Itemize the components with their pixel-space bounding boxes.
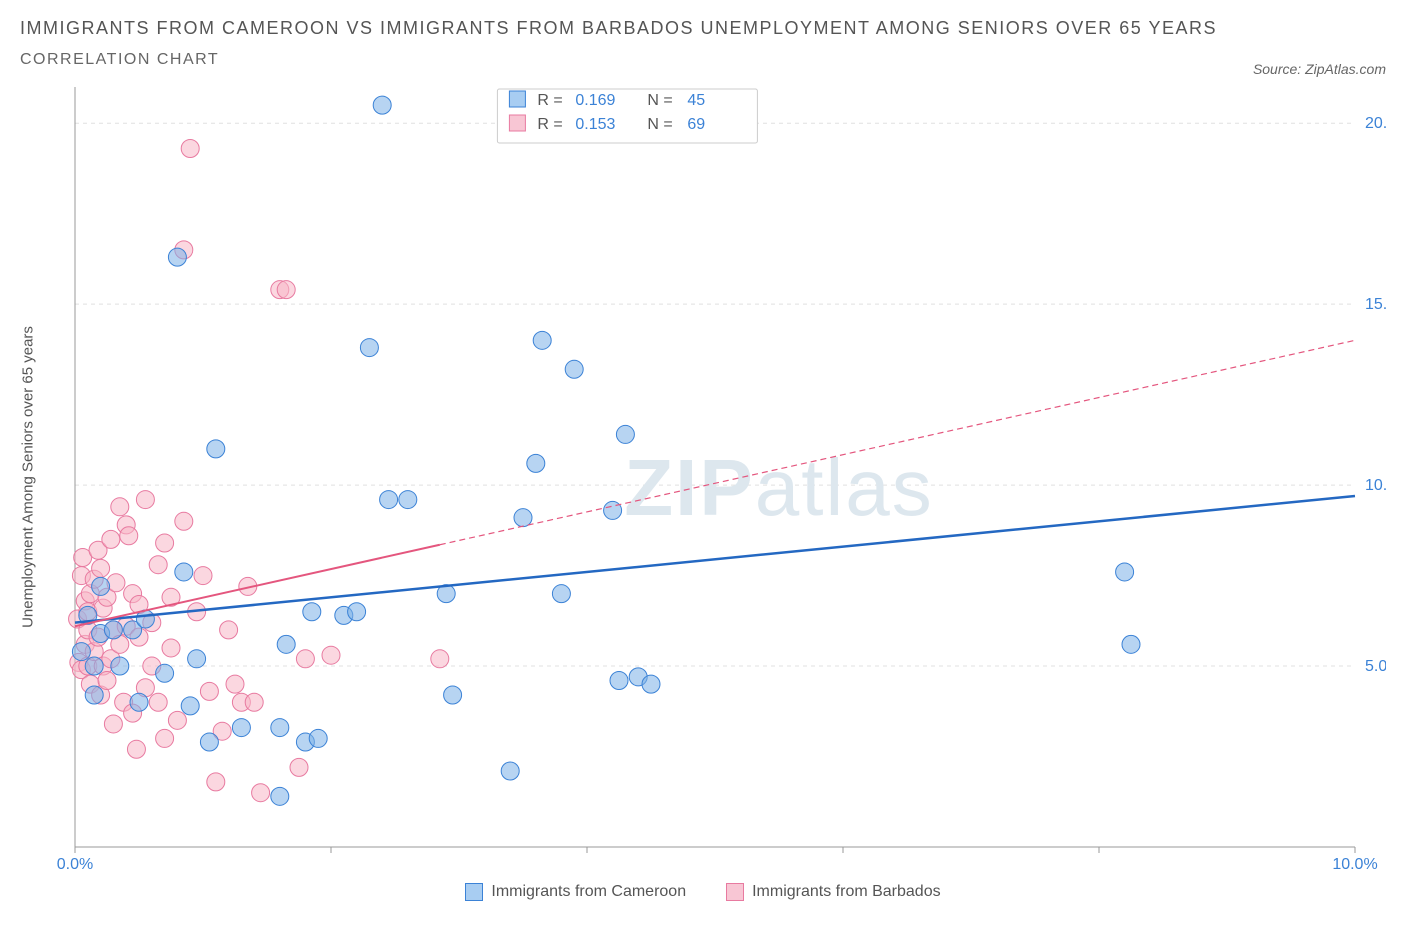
data-point <box>98 672 116 690</box>
data-point <box>92 559 110 577</box>
data-point <box>85 657 103 675</box>
legend-swatch-pink <box>726 883 744 901</box>
data-point <box>136 491 154 509</box>
data-point <box>200 733 218 751</box>
data-point <box>348 603 366 621</box>
data-point <box>120 527 138 545</box>
y-axis-label: Unemployment Among Seniors over 65 years <box>20 326 37 628</box>
legend-swatch-blue <box>465 883 483 901</box>
y-tick-label: 10.0% <box>1365 477 1386 494</box>
y-tick-label: 15.0% <box>1365 296 1386 313</box>
data-point <box>552 585 570 603</box>
data-point <box>290 758 308 776</box>
data-point <box>616 425 634 443</box>
data-point <box>207 440 225 458</box>
data-point <box>1122 635 1140 653</box>
data-point <box>527 454 545 472</box>
data-point <box>149 556 167 574</box>
data-point <box>181 140 199 158</box>
data-point <box>156 729 174 747</box>
data-point <box>277 635 295 653</box>
data-point <box>102 530 120 548</box>
data-point <box>72 643 90 661</box>
data-point <box>111 657 129 675</box>
data-point <box>565 360 583 378</box>
data-point <box>514 509 532 527</box>
data-point <box>642 675 660 693</box>
data-point <box>194 567 212 585</box>
legend-n-label: N = <box>647 92 672 109</box>
legend-label-cameroon: Immigrants from Cameroon <box>491 883 686 901</box>
data-point <box>156 534 174 552</box>
legend-item-barbados: Immigrants from Barbados <box>726 883 941 901</box>
data-point <box>130 693 148 711</box>
bottom-legend: Immigrants from Cameroon Immigrants from… <box>0 877 1406 901</box>
data-point <box>604 501 622 519</box>
data-point <box>373 96 391 114</box>
data-point <box>271 719 289 737</box>
legend-label-barbados: Immigrants from Barbados <box>752 883 941 901</box>
data-point <box>104 715 122 733</box>
data-point <box>1116 563 1134 581</box>
data-point <box>226 675 244 693</box>
data-point <box>92 577 110 595</box>
legend-r-value: 0.169 <box>575 92 615 109</box>
data-point <box>104 621 122 639</box>
data-point <box>175 563 193 581</box>
data-point <box>360 339 378 357</box>
data-point <box>188 650 206 668</box>
data-point <box>610 672 628 690</box>
data-point <box>156 664 174 682</box>
x-tick-label: 10.0% <box>1332 856 1377 873</box>
page-title: IMMIGRANTS FROM CAMEROON VS IMMIGRANTS F… <box>20 18 1217 39</box>
legend-r-label: R = <box>537 116 562 133</box>
stats-legend <box>497 89 757 143</box>
data-point <box>168 248 186 266</box>
y-tick-label: 5.0% <box>1365 658 1386 675</box>
legend-swatch <box>509 115 525 131</box>
data-point <box>175 512 193 530</box>
data-point <box>85 686 103 704</box>
data-point <box>200 682 218 700</box>
data-point <box>309 729 327 747</box>
data-point <box>220 621 238 639</box>
page-subtitle: CORRELATION CHART <box>20 41 239 77</box>
data-point <box>252 784 270 802</box>
source-attribution: Source: ZipAtlas.com <box>1253 61 1386 77</box>
legend-r-label: R = <box>537 92 562 109</box>
data-point <box>380 491 398 509</box>
x-tick-label: 0.0% <box>57 856 93 873</box>
data-point <box>181 697 199 715</box>
data-point <box>296 650 314 668</box>
data-point <box>232 719 250 737</box>
data-point <box>444 686 462 704</box>
legend-n-value: 45 <box>687 92 705 109</box>
data-point <box>245 693 263 711</box>
data-point <box>431 650 449 668</box>
legend-r-value: 0.153 <box>575 116 615 133</box>
data-point <box>162 639 180 657</box>
legend-item-cameroon: Immigrants from Cameroon <box>465 883 686 901</box>
correlation-chart: Unemployment Among Seniors over 65 years… <box>20 77 1386 877</box>
data-point <box>533 331 551 349</box>
data-point <box>127 740 145 758</box>
y-tick-label: 20.0% <box>1365 115 1386 132</box>
data-point <box>399 491 417 509</box>
data-point <box>207 773 225 791</box>
data-point <box>271 787 289 805</box>
data-point <box>168 711 186 729</box>
watermark: ZIPatlas <box>624 443 933 532</box>
legend-swatch <box>509 91 525 107</box>
data-point <box>277 281 295 299</box>
data-point <box>501 762 519 780</box>
data-point <box>322 646 340 664</box>
legend-n-label: N = <box>647 116 672 133</box>
data-point <box>111 498 129 516</box>
legend-n-value: 69 <box>687 116 705 133</box>
data-point <box>303 603 321 621</box>
data-point <box>149 693 167 711</box>
